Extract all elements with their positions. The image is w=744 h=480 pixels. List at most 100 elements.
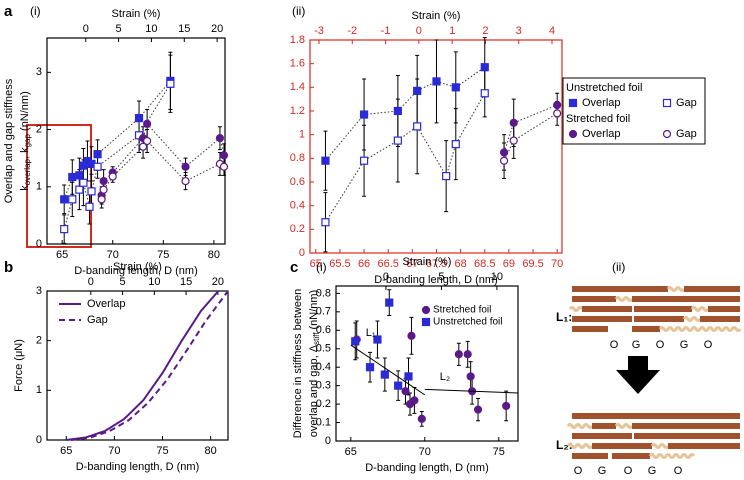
y-tick-label: 0.5	[316, 343, 331, 355]
subpanel-label: (ii)	[612, 260, 625, 274]
connector	[325, 93, 486, 223]
molecule	[634, 306, 692, 312]
x2-tick-label: 5	[438, 271, 444, 283]
marker	[451, 140, 460, 149]
molecule	[572, 453, 608, 459]
y-tick-label: 3	[36, 66, 42, 78]
molecule	[592, 443, 652, 449]
y-tick-label: 0.7	[316, 306, 331, 318]
connector	[325, 66, 486, 162]
x-tick-label: 65	[60, 445, 72, 457]
x-tick-label: 70	[419, 446, 431, 458]
region-label: O	[674, 465, 683, 477]
plot-frame	[46, 37, 226, 245]
legend-label: Overlap	[87, 298, 126, 310]
region-label: G	[648, 465, 657, 477]
marker	[143, 136, 152, 146]
marker	[473, 405, 483, 414]
x-tick-label: 70	[107, 249, 119, 261]
marker	[60, 195, 69, 204]
row-label: L₁:	[556, 310, 572, 324]
x-tick-label: 65.5	[329, 258, 350, 270]
x2-tick-label: 4	[549, 25, 555, 37]
marker	[394, 381, 403, 390]
y-axis-label-part: , k	[19, 147, 31, 159]
molecule	[708, 306, 740, 312]
marker	[97, 195, 106, 204]
marker	[75, 185, 84, 194]
x-tick-label: 70	[551, 258, 563, 270]
molecule	[572, 413, 740, 419]
x-tick-label: 75	[157, 249, 169, 261]
x2-tick-label: 20	[212, 276, 224, 288]
marker	[509, 118, 518, 127]
marker	[466, 372, 475, 381]
y-axis-label-part: stiff	[312, 332, 321, 345]
y-tick-label: 1	[299, 129, 305, 141]
marker	[79, 178, 88, 187]
fit-line	[424, 388, 519, 394]
legend-label: Gap	[676, 97, 697, 109]
marker	[393, 136, 402, 145]
marker	[393, 106, 402, 116]
marker	[385, 298, 394, 307]
marker	[321, 156, 330, 165]
marker	[359, 110, 369, 119]
marker	[166, 79, 175, 88]
y-axis-label: Force (μN)	[13, 339, 25, 392]
x2-tick-label: 20	[211, 23, 223, 35]
legend-box	[562, 77, 706, 145]
y-tick-label: 0.8	[290, 152, 305, 164]
x2-tick-label: 10	[148, 276, 160, 288]
region-label: O	[656, 339, 665, 351]
molecule	[582, 306, 632, 312]
gap-segment	[682, 316, 702, 322]
region-label: O	[624, 465, 633, 477]
legend-label: Gap	[676, 128, 697, 140]
molecule	[612, 453, 650, 459]
y-tick-label: 0.3	[316, 380, 331, 392]
connector	[101, 122, 225, 196]
marker	[373, 335, 382, 344]
x2-tick-label: 5	[116, 23, 122, 35]
marker	[93, 162, 102, 171]
molecule	[700, 316, 740, 322]
x-tick-label: 65	[310, 258, 322, 270]
region-label: O	[610, 339, 619, 351]
legend-label: Stretched foil	[433, 305, 491, 316]
y-tick-label: 1	[36, 181, 42, 193]
y-tick-label: 0	[325, 435, 331, 447]
x2-tick-label: 5	[120, 276, 126, 288]
gap-segment	[614, 423, 634, 429]
x-tick-label: 65	[345, 446, 357, 458]
marker	[85, 202, 94, 211]
marker	[143, 119, 152, 128]
fit-line	[350, 344, 426, 396]
y-tick-label: 0.4	[290, 200, 305, 212]
row-label: L₂:	[556, 438, 573, 452]
x-tick-label: 67.5	[426, 258, 447, 270]
region-label: G	[598, 465, 607, 477]
legend-label: Overlap	[582, 128, 621, 140]
line	[66, 290, 220, 441]
plot-frame	[335, 285, 519, 442]
marker	[502, 401, 511, 411]
marker	[99, 185, 108, 194]
x-axis-label: D-banding length, D (nm)	[365, 462, 489, 474]
y-axis-label: overlap and gap, Δstiff (nN/nm)	[308, 290, 321, 437]
x-tick-label: 80	[208, 249, 220, 261]
x2-tick-label: 15	[180, 276, 192, 288]
x2-tick-label: 0	[83, 23, 89, 35]
x2-tick-label: -3	[314, 25, 324, 37]
legend-title: Unstretched foil	[566, 82, 642, 94]
legend-title: Stretched foil	[566, 113, 630, 125]
fit-label: L₁	[366, 327, 376, 339]
gap-segment	[666, 286, 686, 292]
legend-label: Gap	[87, 314, 108, 326]
marker	[413, 86, 422, 95]
molecule	[572, 286, 668, 292]
y-tick-label: 0.6	[316, 324, 331, 336]
marker	[499, 148, 509, 157]
